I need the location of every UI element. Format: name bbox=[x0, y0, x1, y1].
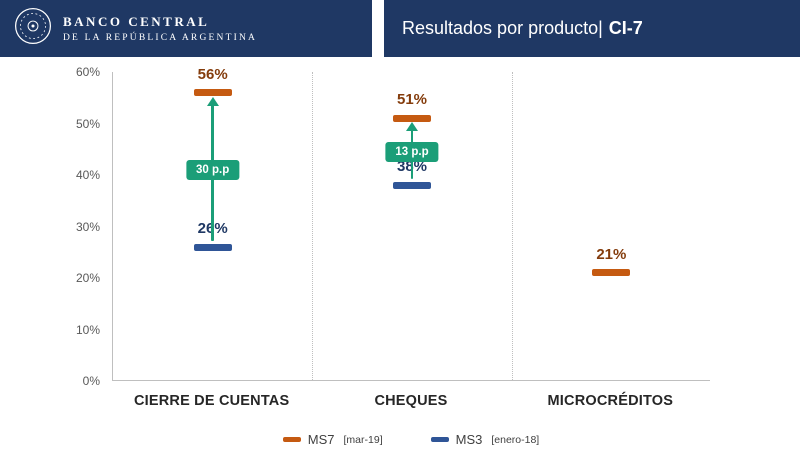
value-label: 56% bbox=[197, 65, 228, 83]
chart: 0%10%20%30%40%50%60% 56%26%30 p.p51%38%1… bbox=[76, 65, 710, 409]
plot-area: 56%26%30 p.p51%38%13 p.p21% bbox=[112, 66, 710, 381]
title-bold: CI-7 bbox=[608, 18, 643, 38]
chart-legend: MS7 [mar-19] MS3 [enero-18] bbox=[112, 432, 710, 447]
legend-item-ms3: MS3 [enero-18] bbox=[430, 432, 540, 447]
legend-name: MS7 bbox=[307, 432, 335, 447]
change-badge: 13 p.p bbox=[385, 141, 439, 162]
series-marker-ms3 bbox=[193, 243, 232, 251]
category-separator bbox=[511, 72, 513, 380]
x-axis-labels: CIERRE DE CUENTAS CHEQUES MICROCRÉDITOS bbox=[112, 393, 710, 419]
category-label: CIERRE DE CUENTAS bbox=[133, 393, 290, 409]
y-axis: 0% 10% 20% 30% 40% 50% 60% bbox=[62, 65, 106, 388]
change-arrow-head-icon bbox=[206, 96, 219, 106]
y-tick-label: 10% bbox=[75, 322, 100, 337]
logo-line2: DE LA REPÚBLICA ARGENTINA bbox=[63, 33, 258, 43]
legend-item-ms7: MS7 [mar-19] bbox=[282, 432, 383, 447]
bcra-logo-block: BANCO CENTRAL DE LA REPÚBLICA ARGENTINA bbox=[0, 0, 372, 57]
legend-sublabel: [mar-19] bbox=[343, 433, 383, 446]
legend-name: MS3 bbox=[455, 432, 483, 447]
legend-swatch-icon bbox=[282, 437, 301, 442]
bcra-emblem-icon bbox=[14, 7, 52, 50]
legend-swatch-icon bbox=[430, 437, 449, 442]
y-tick-label: 20% bbox=[75, 271, 100, 285]
y-tick-label: 40% bbox=[75, 168, 100, 182]
change-badge: 30 p.p bbox=[186, 159, 240, 180]
logo-line1: BANCO CENTRAL bbox=[63, 14, 210, 29]
change-arrow-head-icon bbox=[406, 122, 418, 132]
bcra-logo-text: BANCO CENTRAL DE LA REPÚBLICA ARGENTINA bbox=[63, 14, 257, 43]
category-separator bbox=[312, 72, 314, 380]
series-marker-ms3 bbox=[393, 181, 431, 189]
value-label: 21% bbox=[596, 245, 627, 263]
y-tick-label: 50% bbox=[75, 116, 100, 131]
legend-sublabel: [enero-18] bbox=[491, 433, 540, 446]
value-label: 51% bbox=[396, 91, 428, 109]
series-marker-ms7 bbox=[592, 269, 631, 277]
y-tick-label: 30% bbox=[75, 219, 100, 234]
category-label: CHEQUES bbox=[374, 393, 448, 409]
y-tick-label: 0% bbox=[82, 374, 100, 388]
title-regular: Resultados por producto| bbox=[402, 18, 603, 38]
header: BANCO CENTRAL DE LA REPÚBLICA ARGENTINA … bbox=[0, 0, 800, 57]
series-marker-ms7 bbox=[193, 89, 232, 97]
series-marker-ms7 bbox=[393, 114, 431, 122]
slide-title: Resultados por producto| CI-7 bbox=[384, 0, 800, 57]
category-label: MICROCRÉDITOS bbox=[547, 393, 674, 409]
y-tick-label: 60% bbox=[75, 65, 100, 79]
